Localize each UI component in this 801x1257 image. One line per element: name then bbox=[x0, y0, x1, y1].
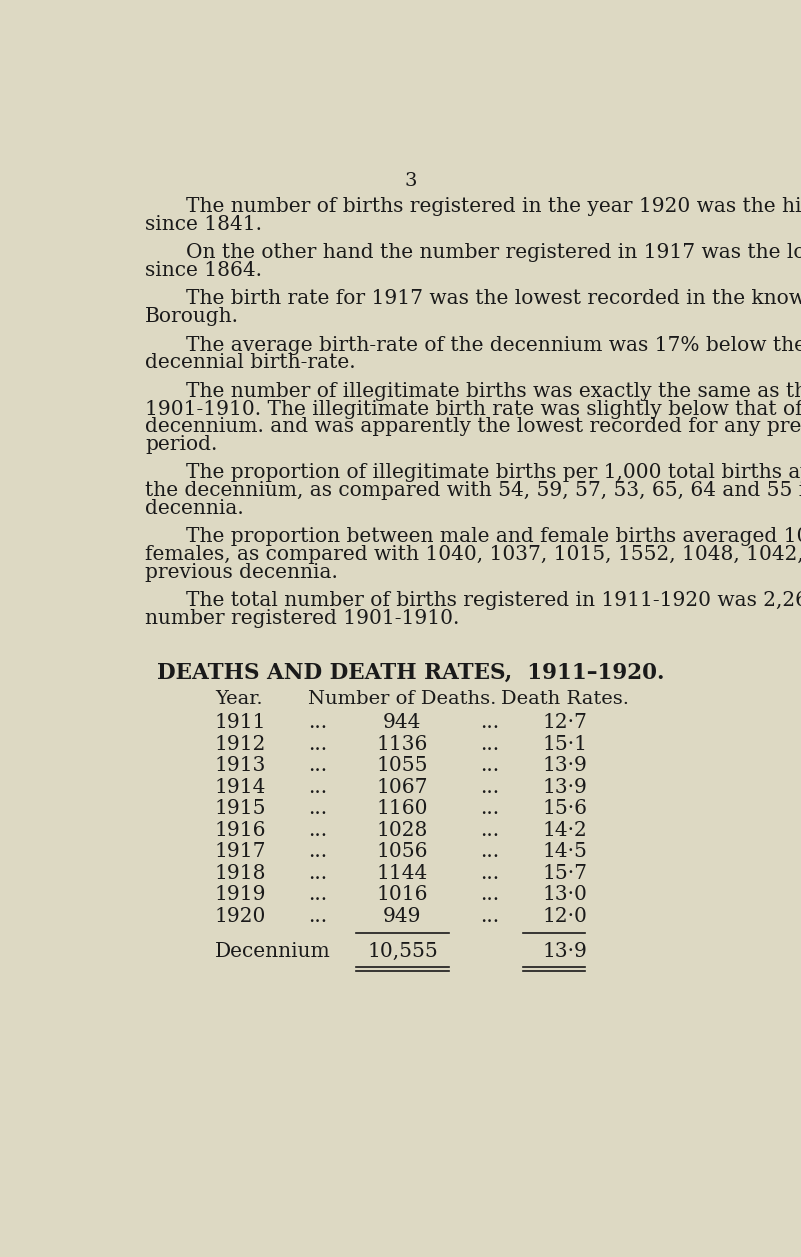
Text: ...: ... bbox=[308, 842, 327, 861]
Text: 13·9: 13·9 bbox=[543, 755, 588, 776]
Text: 12·0: 12·0 bbox=[543, 908, 588, 926]
Text: The birth rate for 1917 was the lowest recorded in the known history of the: The birth rate for 1917 was the lowest r… bbox=[186, 289, 801, 308]
Text: 13·0: 13·0 bbox=[543, 885, 588, 905]
Text: The number of births registered in the year 1920 was the highest of any year: The number of births registered in the y… bbox=[186, 197, 801, 216]
Text: ...: ... bbox=[480, 885, 499, 905]
Text: ...: ... bbox=[308, 778, 327, 797]
Text: ...: ... bbox=[480, 713, 499, 732]
Text: ...: ... bbox=[480, 864, 499, 882]
Text: The proportion of illegitimate births per 1,000 total births averaged 61 for: The proportion of illegitimate births pe… bbox=[186, 464, 801, 483]
Text: ...: ... bbox=[308, 713, 327, 732]
Text: ...: ... bbox=[308, 755, 327, 776]
Text: ...: ... bbox=[308, 885, 327, 905]
Text: 1136: 1136 bbox=[376, 734, 428, 753]
Text: ...: ... bbox=[308, 734, 327, 753]
Text: 10,555: 10,555 bbox=[367, 943, 438, 962]
Text: decennia.: decennia. bbox=[145, 499, 244, 518]
Text: The total number of births registered in 1911-1920 was 2,260 below the: The total number of births registered in… bbox=[186, 591, 801, 611]
Text: The proportion between male and female births averaged 1041 per 1,000: The proportion between male and female b… bbox=[186, 528, 801, 547]
Text: 1914: 1914 bbox=[215, 778, 266, 797]
Text: 1056: 1056 bbox=[376, 842, 428, 861]
Text: DEATHS AND DEATH RATES,  1911–1920.: DEATHS AND DEATH RATES, 1911–1920. bbox=[157, 662, 664, 684]
Text: 15·1: 15·1 bbox=[542, 734, 588, 753]
Text: The average birth-rate of the decennium was 17% below the previous lowest: The average birth-rate of the decennium … bbox=[186, 336, 801, 354]
Text: On the other hand the number registered in 1917 was the lowest of any year: On the other hand the number registered … bbox=[186, 244, 801, 263]
Text: ...: ... bbox=[480, 778, 499, 797]
Text: ...: ... bbox=[308, 821, 327, 840]
Text: 14·2: 14·2 bbox=[543, 821, 587, 840]
Text: ...: ... bbox=[308, 908, 327, 926]
Text: ...: ... bbox=[480, 908, 499, 926]
Text: 1917: 1917 bbox=[215, 842, 266, 861]
Text: 1067: 1067 bbox=[376, 778, 428, 797]
Text: Number of Deaths.: Number of Deaths. bbox=[308, 690, 497, 708]
Text: Borough.: Borough. bbox=[145, 307, 239, 326]
Text: 13·9: 13·9 bbox=[543, 943, 588, 962]
Text: decennium. and was apparently the lowest recorded for any previous decennial: decennium. and was apparently the lowest… bbox=[145, 417, 801, 436]
Text: 1028: 1028 bbox=[376, 821, 428, 840]
Text: 1901-1910. The illegitimate birth rate was slightly below that of the previous: 1901-1910. The illegitimate birth rate w… bbox=[145, 400, 801, 419]
Text: 14·5: 14·5 bbox=[543, 842, 588, 861]
Text: ...: ... bbox=[480, 821, 499, 840]
Text: since 1864.: since 1864. bbox=[145, 261, 262, 280]
Text: the decennium, as compared with 54, 59, 57, 53, 65, 64 and 55 in 7 previous: the decennium, as compared with 54, 59, … bbox=[145, 481, 801, 500]
Text: since 1841.: since 1841. bbox=[145, 215, 262, 234]
Text: 12·7: 12·7 bbox=[543, 713, 588, 732]
Text: 1055: 1055 bbox=[376, 755, 428, 776]
Text: 1912: 1912 bbox=[215, 734, 266, 753]
Text: 1915: 1915 bbox=[215, 799, 266, 818]
Text: 949: 949 bbox=[383, 908, 421, 926]
Text: ...: ... bbox=[480, 755, 499, 776]
Text: Year.: Year. bbox=[215, 690, 263, 708]
Text: 3: 3 bbox=[405, 172, 417, 190]
Text: 1919: 1919 bbox=[215, 885, 266, 905]
Text: 1144: 1144 bbox=[376, 864, 428, 882]
Text: 15·7: 15·7 bbox=[542, 864, 588, 882]
Text: period.: period. bbox=[145, 435, 217, 454]
Text: 1920: 1920 bbox=[215, 908, 266, 926]
Text: 944: 944 bbox=[383, 713, 421, 732]
Text: number registered 1901-1910.: number registered 1901-1910. bbox=[145, 608, 460, 628]
Text: 1911: 1911 bbox=[215, 713, 266, 732]
Text: previous decennia.: previous decennia. bbox=[145, 563, 338, 582]
Text: Death Rates.: Death Rates. bbox=[501, 690, 629, 708]
Text: ...: ... bbox=[480, 842, 499, 861]
Text: 13·9: 13·9 bbox=[543, 778, 588, 797]
Text: 1916: 1916 bbox=[215, 821, 266, 840]
Text: ...: ... bbox=[308, 799, 327, 818]
Text: 1918: 1918 bbox=[215, 864, 266, 882]
Text: ...: ... bbox=[480, 734, 499, 753]
Text: females, as compared with 1040, 1037, 1015, 1552, 1048, 1042, and 1037 in the 7: females, as compared with 1040, 1037, 10… bbox=[145, 546, 801, 564]
Text: 15·6: 15·6 bbox=[542, 799, 588, 818]
Text: Decennium: Decennium bbox=[215, 943, 331, 962]
Text: ...: ... bbox=[308, 864, 327, 882]
Text: 1160: 1160 bbox=[376, 799, 428, 818]
Text: 1913: 1913 bbox=[215, 755, 266, 776]
Text: decennial birth-rate.: decennial birth-rate. bbox=[145, 353, 356, 372]
Text: The number of illegitimate births was exactly the same as that recorded for: The number of illegitimate births was ex… bbox=[186, 382, 801, 401]
Text: 1016: 1016 bbox=[376, 885, 428, 905]
Text: ...: ... bbox=[480, 799, 499, 818]
